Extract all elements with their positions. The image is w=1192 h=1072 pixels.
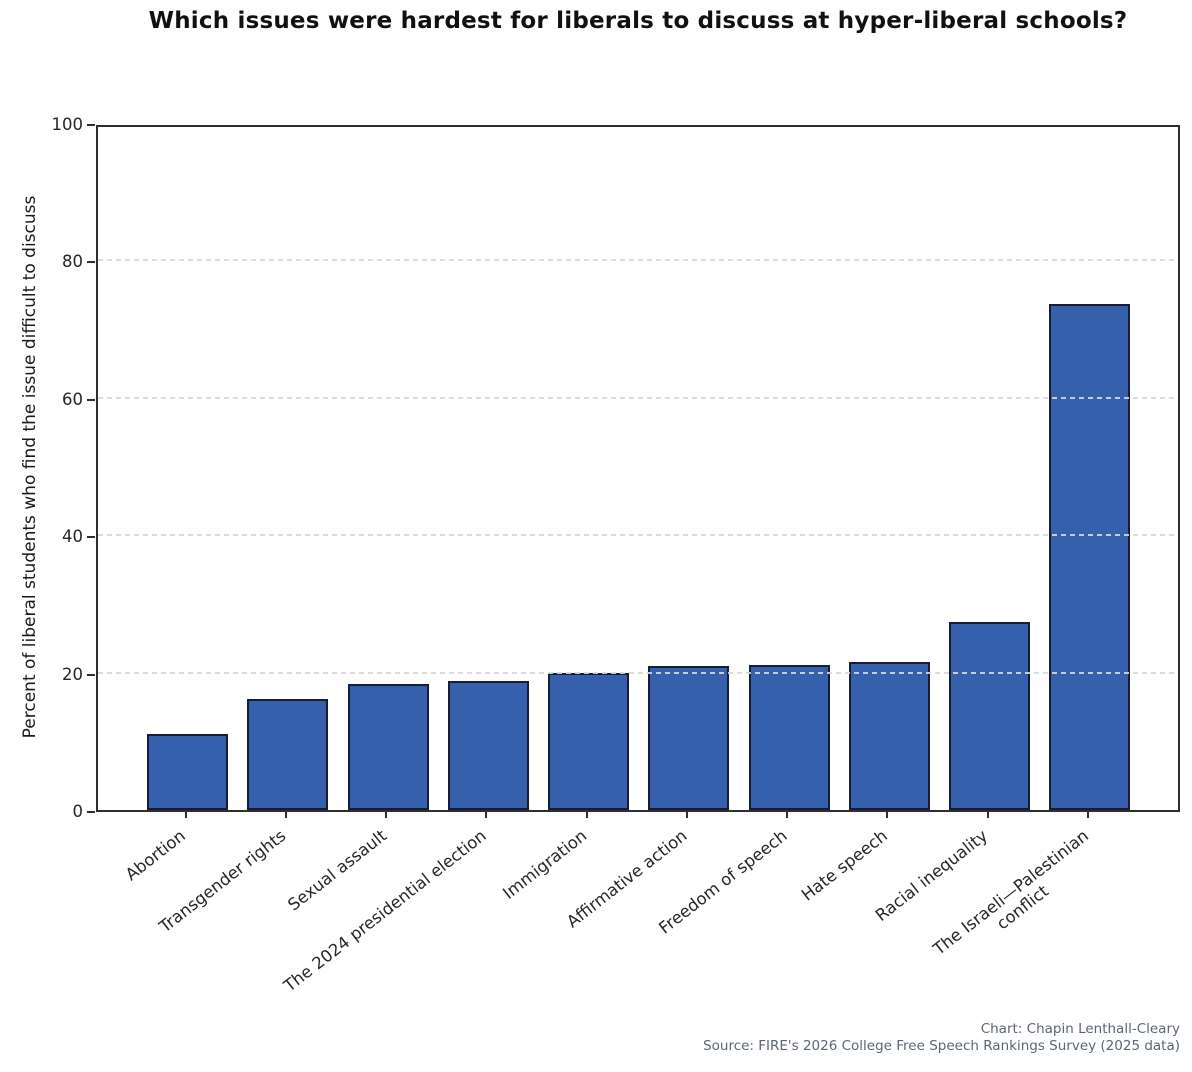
x-tick-label-5: Immigration <box>499 826 591 903</box>
x-tick-label-4: The 2024 presidential election <box>280 826 491 996</box>
plot-area <box>96 125 1180 812</box>
x-tick-6 <box>685 812 688 818</box>
bar-immigration <box>548 673 630 810</box>
y-tick-label-0: 0 <box>72 802 84 821</box>
y-tick-60 <box>87 398 95 401</box>
y-tick-label-80: 80 <box>62 252 83 272</box>
x-tick-7 <box>786 812 789 818</box>
caption-credit: Chart: Chapin Lenthall-Cleary <box>980 1021 1180 1037</box>
caption: Chart: Chapin Lenthall-Cleary Source: FI… <box>703 1021 1180 1056</box>
bar-freedom-of-speech <box>748 665 830 810</box>
x-tick-3 <box>385 812 388 818</box>
bar-the-2024-presidential-election <box>447 680 529 810</box>
y-tick-40 <box>87 536 95 539</box>
gridline-60 <box>98 396 1178 399</box>
gridline-80 <box>98 259 1178 262</box>
x-tick-4 <box>485 812 488 818</box>
caption-source: Source: FIRE's 2026 College Free Speech … <box>703 1038 1180 1055</box>
x-tick-2 <box>284 812 287 818</box>
bar-transgender-rights <box>247 698 329 810</box>
gridline-40 <box>98 534 1178 537</box>
y-tick-label-100: 100 <box>51 115 84 134</box>
y-tick-label-20: 20 <box>62 664 83 684</box>
gridline-20 <box>98 671 1178 674</box>
x-tick-1 <box>184 812 187 818</box>
chart-title: Which issues were hardest for liberals t… <box>148 8 1128 34</box>
x-tick-10 <box>1086 812 1089 818</box>
bar-racial-inequality <box>949 621 1031 810</box>
y-tick-0 <box>87 811 95 813</box>
x-tick-9 <box>986 812 989 818</box>
y-tick-100 <box>87 124 95 126</box>
x-tick-8 <box>886 812 889 818</box>
bar-the-israeli-palestinian <box>1049 303 1131 810</box>
y-tick-20 <box>87 673 95 676</box>
y-tick-label-40: 40 <box>62 527 83 547</box>
bar-sexual-assault <box>347 683 429 810</box>
bar-abortion <box>147 734 229 810</box>
bar-hate-speech <box>848 661 930 810</box>
y-tick-80 <box>87 261 95 264</box>
x-tick-5 <box>585 812 588 818</box>
x-tick-label-3: Sexual assault <box>283 826 390 915</box>
x-tick-label-8: Hate speech <box>798 826 892 905</box>
x-tick-label-1: Abortion <box>122 826 190 885</box>
y-tick-label-60: 60 <box>62 389 83 409</box>
bar-affirmative-action <box>648 666 730 810</box>
y-axis-title: Percent of liberal students who find the… <box>20 195 40 739</box>
